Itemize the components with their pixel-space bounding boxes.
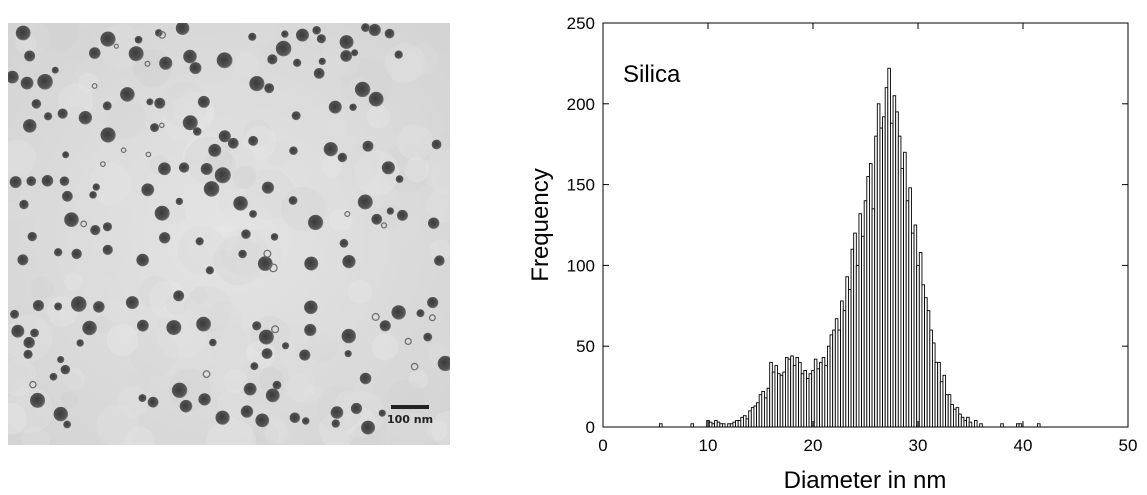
nanoparticles <box>8 23 450 435</box>
y-tick-label: 0 <box>586 418 595 437</box>
x-tick-label: 30 <box>909 436 928 455</box>
y-tick-label: 100 <box>567 256 595 275</box>
scale-bar <box>391 405 429 409</box>
y-axis-label: Frequency <box>527 168 554 281</box>
y-axis-ticks: 0 50 100 150 200 250 <box>567 14 1128 437</box>
histogram-bar <box>968 421 973 428</box>
scale-bar-label: 100 nm <box>387 413 433 426</box>
histogram-chart: 0 10 20 30 40 50 0 50 100 150 200 250 Diameter in … <box>527 14 1137 494</box>
tem-micrograph-image: 100 nm <box>8 23 450 445</box>
x-tick-label: 50 <box>1119 436 1138 455</box>
plot-frame <box>602 22 1129 428</box>
x-tick-label: 10 <box>699 436 718 455</box>
x-axis-ticks: 0 10 20 30 40 50 <box>598 23 1137 455</box>
y-tick-label: 50 <box>576 337 595 356</box>
x-tick-label: 40 <box>1014 436 1033 455</box>
y-tick-label: 250 <box>567 14 595 33</box>
x-tick-label: 0 <box>598 436 607 455</box>
chart-annotation: Silica <box>623 61 681 88</box>
x-tick-label: 20 <box>804 436 823 455</box>
x-axis-label: Diameter in nm <box>784 467 947 494</box>
y-tick-label: 200 <box>567 95 595 114</box>
histogram-bars <box>658 67 1041 428</box>
histogram-bar <box>973 420 978 428</box>
y-tick-label: 150 <box>567 176 595 195</box>
